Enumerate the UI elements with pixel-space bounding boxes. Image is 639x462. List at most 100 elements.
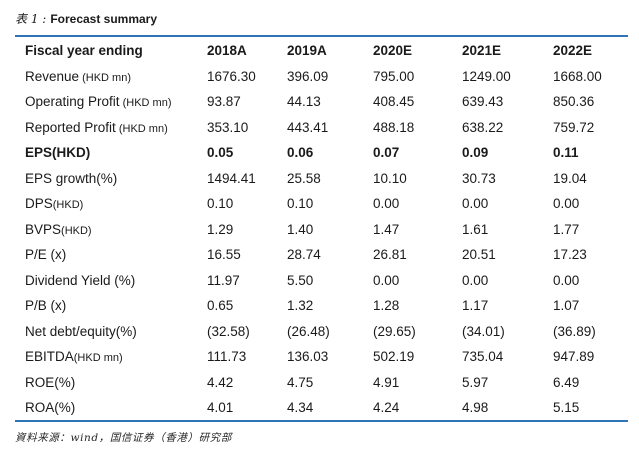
cell-2019A: 28.74: [287, 247, 321, 263]
table-row: ROE(%) 4.42 4.75 4.91 5.97 6.49: [15, 370, 628, 396]
cell-2019A: (26.48): [287, 323, 330, 339]
cell-2020E: 1.47: [373, 221, 400, 237]
table-row: DPS(HKD) 0.10 0.10 0.00 0.00 0.00: [15, 191, 628, 217]
cell-2020E: 795.00: [373, 68, 415, 84]
cell-2019A: 1.32: [287, 298, 314, 314]
column-header-2019A: 2019A: [287, 43, 327, 59]
row-label: BVPS(HKD): [15, 222, 207, 237]
metric-name: ROA(%): [25, 400, 76, 416]
column-header-2020E: 2020E: [373, 43, 413, 59]
cell-2021E: 0.09: [462, 145, 489, 161]
cell-2021E: 0.00: [462, 196, 489, 212]
row-label: EBITDA(HKD mn): [15, 349, 207, 364]
cell-2020E: 408.45: [373, 94, 415, 110]
metric-name: Reported Profit: [25, 119, 116, 135]
cell-2022E: 0.00: [553, 196, 580, 212]
cell-2022E: 1668.00: [553, 68, 602, 84]
cell-2019A: 25.58: [287, 170, 321, 186]
cell-2020E: 0.00: [373, 272, 400, 288]
row-label: Revenue (HKD mn): [15, 69, 207, 84]
row-label: ROA(%): [15, 400, 207, 415]
bottom-rule: [15, 420, 628, 422]
cell-2019A: 5.50: [287, 272, 314, 288]
table-row: Revenue (HKD mn) 1676.30 396.09 795.00 1…: [15, 64, 628, 90]
cell-2018A: 4.42: [207, 374, 234, 390]
row-label: P/B (x): [15, 298, 207, 313]
cell-2021E: 5.97: [462, 374, 489, 390]
cell-2018A: 0.05: [207, 145, 234, 161]
cell-2020E: 0.07: [373, 145, 400, 161]
metric-name: P/E (x): [25, 247, 67, 263]
table-row: Reported Profit (HKD mn) 353.10 443.41 4…: [15, 115, 628, 141]
row-label: ROE(%): [15, 375, 207, 390]
cell-2020E: 4.91: [373, 374, 400, 390]
row-label: Dividend Yield (%): [15, 273, 207, 288]
metric-name: Operating Profit: [25, 94, 120, 110]
cell-2018A: 4.01: [207, 400, 234, 416]
row-label: EPS growth(%): [15, 171, 207, 186]
cell-2019A: 0.06: [287, 145, 314, 161]
cell-2018A: 16.55: [207, 247, 241, 263]
cell-2020E: 502.19: [373, 349, 415, 365]
cell-2021E: 1249.00: [462, 68, 511, 84]
cell-2022E: 1.77: [553, 221, 580, 237]
cell-2021E: 0.00: [462, 272, 489, 288]
cell-2021E: 639.43: [462, 94, 504, 110]
cell-2019A: 443.41: [287, 119, 329, 135]
cell-2019A: 0.10: [287, 196, 314, 212]
cell-2022E: (36.89): [553, 323, 596, 339]
metric-unit: (HKD): [52, 199, 84, 212]
table-number-label: 表 1 :: [15, 12, 47, 26]
metric-name: P/B (x): [25, 298, 67, 314]
cell-2020E: 1.28: [373, 298, 400, 314]
row-label: Reported Profit (HKD mn): [15, 120, 207, 135]
cell-2018A: 1676.30: [207, 68, 256, 84]
table-row: Operating Profit (HKD mn) 93.87 44.13 40…: [15, 89, 628, 115]
table-title-text: Forecast summary: [50, 12, 158, 26]
cell-2018A: 111.73: [207, 349, 247, 365]
cell-2019A: 396.09: [287, 68, 329, 84]
row-label: DPS(HKD): [15, 196, 207, 211]
cell-2021E: 1.61: [462, 221, 489, 237]
cell-2020E: 26.81: [373, 247, 407, 263]
forecast-table: Fiscal year ending 2018A 2019A 2020E 202…: [15, 38, 628, 421]
cell-2019A: 4.75: [287, 374, 314, 390]
metric-name: Revenue: [25, 68, 80, 84]
cell-2022E: 1.07: [553, 298, 580, 314]
table-row: ROA(%) 4.01 4.34 4.24 4.98 5.15: [15, 395, 628, 421]
table-row: Dividend Yield (%) 11.97 5.50 0.00 0.00 …: [15, 268, 628, 294]
cell-2019A: 4.34: [287, 400, 314, 416]
metric-name: BVPS: [25, 221, 62, 237]
cell-2022E: 5.15: [553, 400, 580, 416]
table-row: BVPS(HKD) 1.29 1.40 1.47 1.61 1.77: [15, 217, 628, 243]
cell-2021E: 1.17: [462, 298, 489, 314]
row-label: P/E (x): [15, 247, 207, 262]
cell-2018A: 353.10: [207, 119, 249, 135]
cell-2022E: 850.36: [553, 94, 595, 110]
cell-2021E: (34.01): [462, 323, 505, 339]
table-row: P/E (x) 16.55 28.74 26.81 20.51 17.23: [15, 242, 628, 268]
cell-2018A: 0.10: [207, 196, 234, 212]
cell-2020E: (29.65): [373, 323, 416, 339]
cell-2021E: 30.73: [462, 170, 496, 186]
cell-2018A: 1494.41: [207, 170, 256, 186]
table-row: EBITDA(HKD mn) 111.73 136.03 502.19 735.…: [15, 344, 628, 370]
table-title: 表 1 : Forecast summary: [15, 10, 157, 27]
cell-2021E: 735.04: [462, 349, 504, 365]
cell-2019A: 44.13: [287, 94, 321, 110]
metric-name: EPS(HKD): [25, 145, 91, 161]
table-row: Net debt/equity(%) (32.58) (26.48) (29.6…: [15, 319, 628, 345]
cell-2018A: 0.65: [207, 298, 234, 314]
cell-2020E: 4.24: [373, 400, 400, 416]
metric-unit: (HKD mn): [115, 122, 168, 135]
cell-2022E: 19.04: [553, 170, 587, 186]
table-row: EPS growth(%) 1494.41 25.58 10.10 30.73 …: [15, 166, 628, 192]
metric-name: EPS growth(%): [25, 170, 118, 186]
table-header-row: Fiscal year ending 2018A 2019A 2020E 202…: [15, 38, 628, 64]
cell-2022E: 947.89: [553, 349, 595, 365]
row-label: Net debt/equity(%): [15, 324, 207, 339]
table-body: Revenue (HKD mn) 1676.30 396.09 795.00 1…: [15, 64, 628, 421]
metric-unit: (HKD mn): [79, 71, 131, 84]
cell-2021E: 20.51: [462, 247, 496, 263]
